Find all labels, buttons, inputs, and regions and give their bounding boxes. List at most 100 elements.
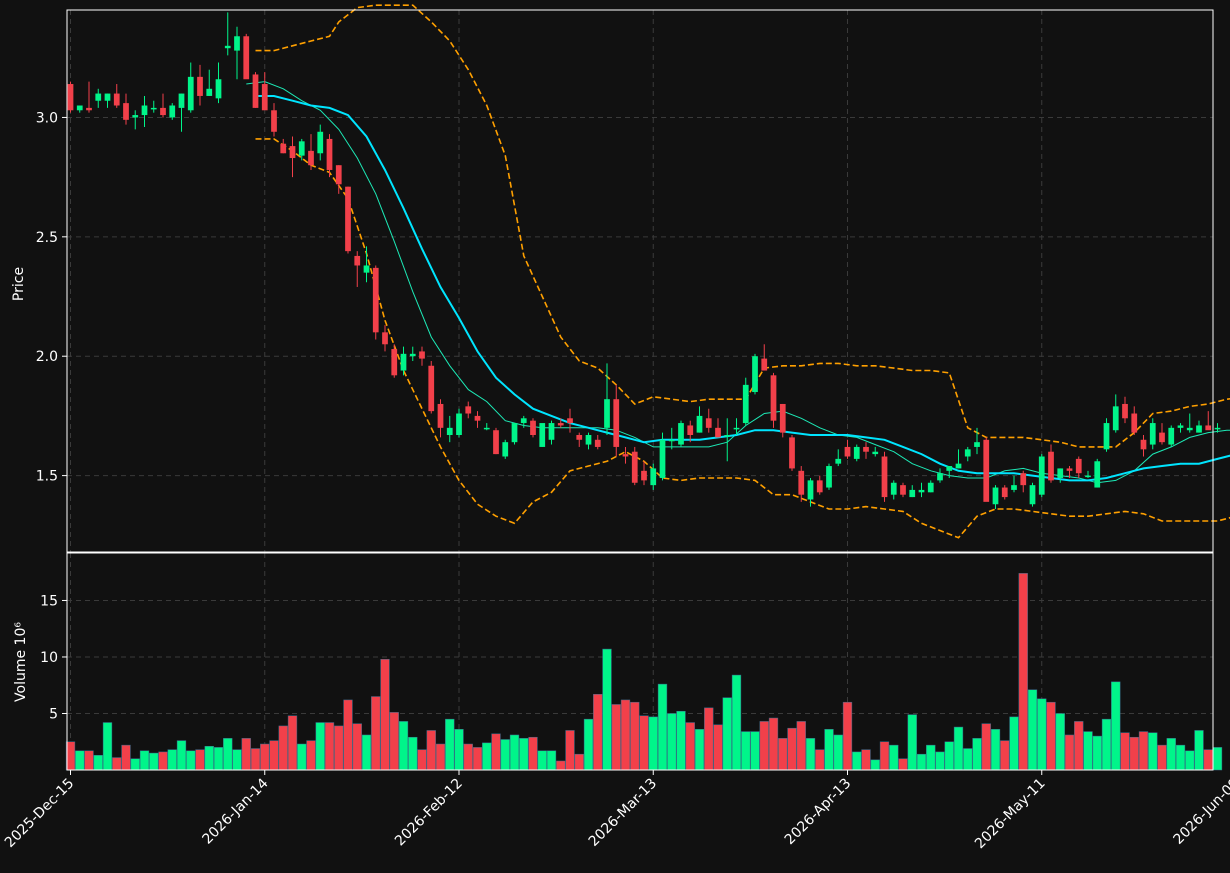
candle [789,435,795,471]
candle-body [141,105,148,116]
volume-bar [408,736,418,771]
candle [465,401,472,419]
price-panel-frame [66,9,1214,553]
candle-body [280,143,287,154]
candle-body [520,418,527,424]
candle [696,406,703,433]
candle [1048,444,1054,483]
candle-body [428,365,435,412]
candle-body [317,131,324,154]
candle-body [1205,425,1212,431]
candle [798,466,805,502]
candle [1131,406,1138,436]
candle-body [132,115,139,118]
candle-body [511,423,518,443]
candle-body [483,427,490,430]
volume-bar [232,749,242,771]
volume-bar [639,715,649,771]
price-grid [67,10,1213,552]
candle [826,463,832,490]
volume-bar [953,726,964,771]
volume-bar [509,734,520,771]
candle [687,420,694,443]
volume-bar [361,734,372,771]
candle [345,186,351,254]
volume-bar [213,747,224,771]
candle-body [1057,468,1064,478]
volume-bar [676,710,686,771]
volume-bar [1009,716,1019,771]
candle-body [530,420,536,436]
volume-bar [482,742,492,771]
volume-bar [889,744,899,771]
candle-body [446,427,453,436]
candle-body [474,415,481,421]
candle-body [76,105,83,111]
candle [1168,425,1175,447]
candle-body [1168,427,1175,445]
slow-moving-average-line [255,95,1230,482]
candle [576,432,583,447]
candle [317,124,324,161]
candle-body [1020,473,1027,486]
candle [437,399,444,438]
volume-bar [454,729,464,771]
candle [1011,475,1017,493]
candle [668,427,675,450]
candle-body [160,107,166,116]
candle [613,384,620,457]
volume-bar [306,740,316,771]
candle [271,103,277,137]
volume-bar [879,741,890,771]
candle [243,33,250,80]
candle-body [187,76,194,111]
candle-body [67,84,74,111]
candle [363,246,370,283]
candle [520,415,527,428]
candle [1112,394,1119,433]
candle [1020,470,1027,493]
volume-bar [741,731,751,771]
candle-body [807,480,814,500]
candle-body [289,146,296,159]
volume-bar [139,750,150,771]
volume-bar [130,758,140,771]
volume-bar [648,716,658,771]
candle [1057,468,1064,483]
volume-bar [1157,744,1167,771]
candle [446,415,453,443]
volume-bar [1074,721,1084,771]
volume-bar [167,749,177,771]
volume-bar [630,701,640,771]
candle-body [104,93,111,101]
candle-body [826,466,832,488]
candle [1186,413,1193,433]
candle-body [1149,423,1156,445]
candle [326,134,333,178]
volume-bar [833,734,843,771]
candle [150,100,157,113]
volume-bar [1018,573,1028,771]
candle [123,93,129,125]
candle-body [974,442,980,447]
volume-bar [1185,750,1195,771]
candle-body [1122,403,1128,419]
candle-body [123,103,129,120]
candle-body [419,351,425,359]
candle [1140,435,1147,457]
volume-bar [722,697,732,771]
volume-bar [389,712,399,771]
price-tick-label: 2.5 [36,230,58,246]
lower-band-line [255,138,1230,539]
candle-body [585,435,592,445]
candle-body [1029,485,1036,505]
volume-bar [1027,689,1038,771]
candle [354,251,361,287]
volume-bar [574,753,584,771]
candle-body [816,480,823,493]
candle-body [761,358,768,371]
volume-bar [324,722,335,771]
candle-body [853,446,860,459]
volume-bar [1120,732,1130,771]
candle [1066,466,1073,478]
